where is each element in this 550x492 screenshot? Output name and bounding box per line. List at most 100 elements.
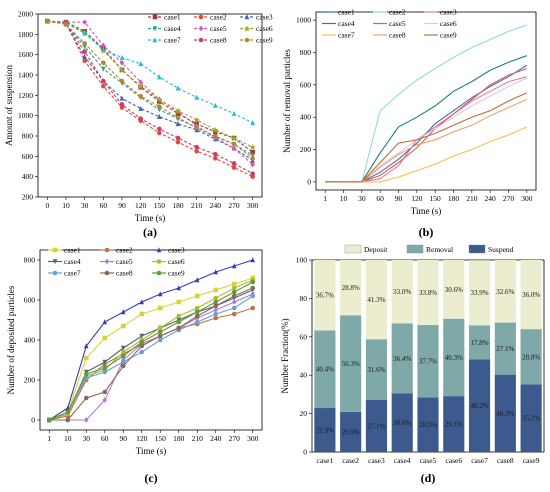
data-point-case8 xyxy=(213,152,218,157)
bar-removal xyxy=(468,325,491,360)
data-label-deposit: 36.0% xyxy=(522,291,540,299)
bar-suspend xyxy=(391,393,413,452)
data-label-removal: 17.8% xyxy=(471,339,489,347)
data-point-case7 xyxy=(138,61,143,67)
series-line-case7 xyxy=(325,126,528,183)
data-point-case9 xyxy=(213,133,218,139)
data-point-case2 xyxy=(101,83,106,89)
data-point-case8 xyxy=(139,343,145,349)
data-point-case9 xyxy=(231,141,237,147)
x-tick-label: 60 xyxy=(101,434,109,443)
data-point-case5 xyxy=(213,307,219,313)
legend-marker-case1 xyxy=(52,247,58,253)
bar-suspend xyxy=(365,399,388,452)
data-point-case6 xyxy=(137,83,144,90)
bar-suspend xyxy=(340,411,362,452)
bar-suspend xyxy=(520,384,542,452)
data-point-case9 xyxy=(250,279,256,285)
legend-label-case3: case3 xyxy=(440,8,457,17)
data-point-case8 xyxy=(157,333,163,339)
data-point-case2 xyxy=(175,139,181,145)
data-point-case9 xyxy=(213,299,219,305)
bar-removal xyxy=(391,323,413,394)
x-tick-label: 120 xyxy=(411,194,423,203)
x-tick-label: case8 xyxy=(497,456,514,465)
series-line-case5 xyxy=(325,68,527,183)
data-point-case2 xyxy=(231,311,237,317)
data-point-case1 xyxy=(120,323,126,329)
panel-label: (d) xyxy=(421,471,436,485)
legend-marker-case9 xyxy=(244,37,250,43)
bar-suspend xyxy=(443,396,465,452)
y-tick-label: 800 xyxy=(22,132,34,141)
series-line-case1 xyxy=(47,20,254,153)
data-point-case6 xyxy=(213,295,219,301)
x-tick-label: 150 xyxy=(430,194,442,203)
legend-label-case6: case6 xyxy=(168,257,185,266)
legend-swatch-suspend xyxy=(468,244,486,254)
data-point-case1 xyxy=(157,305,163,311)
legend-marker-case8 xyxy=(198,37,204,43)
x-tick-label: 90 xyxy=(120,434,128,443)
data-point-case2 xyxy=(82,58,87,64)
y-tick-label: 0 xyxy=(303,448,307,457)
data-point-case7 xyxy=(250,119,255,126)
data-point-case7 xyxy=(157,74,162,80)
data-point-case1 xyxy=(83,355,89,361)
series-line-case4 xyxy=(325,64,528,183)
data-point-case1 xyxy=(176,299,182,305)
x-tick-label: case7 xyxy=(471,456,488,465)
legend-swatch-removal xyxy=(406,244,424,254)
data-point-case8 xyxy=(119,102,125,107)
data-point-case2 xyxy=(213,156,218,161)
series-line-case9 xyxy=(49,281,254,421)
data-label-suspend: 29.1% xyxy=(445,421,463,429)
bar-deposit xyxy=(365,260,388,340)
legend-label-case7: case7 xyxy=(164,36,181,45)
x-tick-label: 1 xyxy=(323,194,327,203)
data-point-case6 xyxy=(212,126,219,133)
bar-removal xyxy=(365,339,388,400)
legend-label-removal: Removal xyxy=(426,245,453,254)
data-label-removal: 50.3% xyxy=(342,360,360,368)
series-line-case2 xyxy=(47,20,253,178)
legend-marker-case1 xyxy=(152,14,158,20)
x-tick-label: 30 xyxy=(358,194,366,203)
legend-label-case1: case1 xyxy=(164,13,181,22)
data-point-case7 xyxy=(194,319,200,325)
data-point-case6 xyxy=(119,66,125,73)
data-point-case2 xyxy=(250,305,256,311)
data-point-case5 xyxy=(231,145,237,151)
data-point-case6 xyxy=(193,116,200,123)
data-point-case9 xyxy=(46,417,52,423)
x-tick-label: 120 xyxy=(136,434,148,443)
data-point-case3 xyxy=(82,53,87,59)
data-label-deposit: 33.8% xyxy=(419,289,437,297)
legend-label-case5: case5 xyxy=(116,257,133,266)
series-line-case1 xyxy=(49,277,253,421)
data-point-case6 xyxy=(176,313,182,319)
data-point-case9 xyxy=(138,94,143,99)
data-point-case6 xyxy=(120,349,126,355)
data-point-case4 xyxy=(250,153,255,159)
data-label-suspend: 27.1% xyxy=(367,422,385,430)
y-axis-label: Number Fraction(%) xyxy=(280,318,290,393)
data-point-case8 xyxy=(82,49,87,54)
legend-marker-case7 xyxy=(52,270,58,276)
data-point-case6 xyxy=(194,305,200,311)
x-tick-label: case2 xyxy=(342,456,359,465)
x-tick-label: 180 xyxy=(448,194,460,203)
x-tick-label: 10 xyxy=(340,194,348,203)
y-tick-label: 800 xyxy=(300,48,312,57)
data-label-suspend: 35.2% xyxy=(522,415,540,423)
legend-label-case3: case3 xyxy=(168,246,185,255)
y-tick-label: 2000 xyxy=(18,10,33,19)
data-point-case1 xyxy=(102,335,108,341)
bar-removal xyxy=(340,315,362,412)
data-point-case9 xyxy=(65,409,71,415)
legend-label-case7: case7 xyxy=(338,31,355,40)
series-line-case2 xyxy=(325,24,527,183)
bar-suspend xyxy=(417,397,439,452)
data-point-case9 xyxy=(139,339,145,345)
data-label-suspend: 30.6% xyxy=(393,419,411,427)
